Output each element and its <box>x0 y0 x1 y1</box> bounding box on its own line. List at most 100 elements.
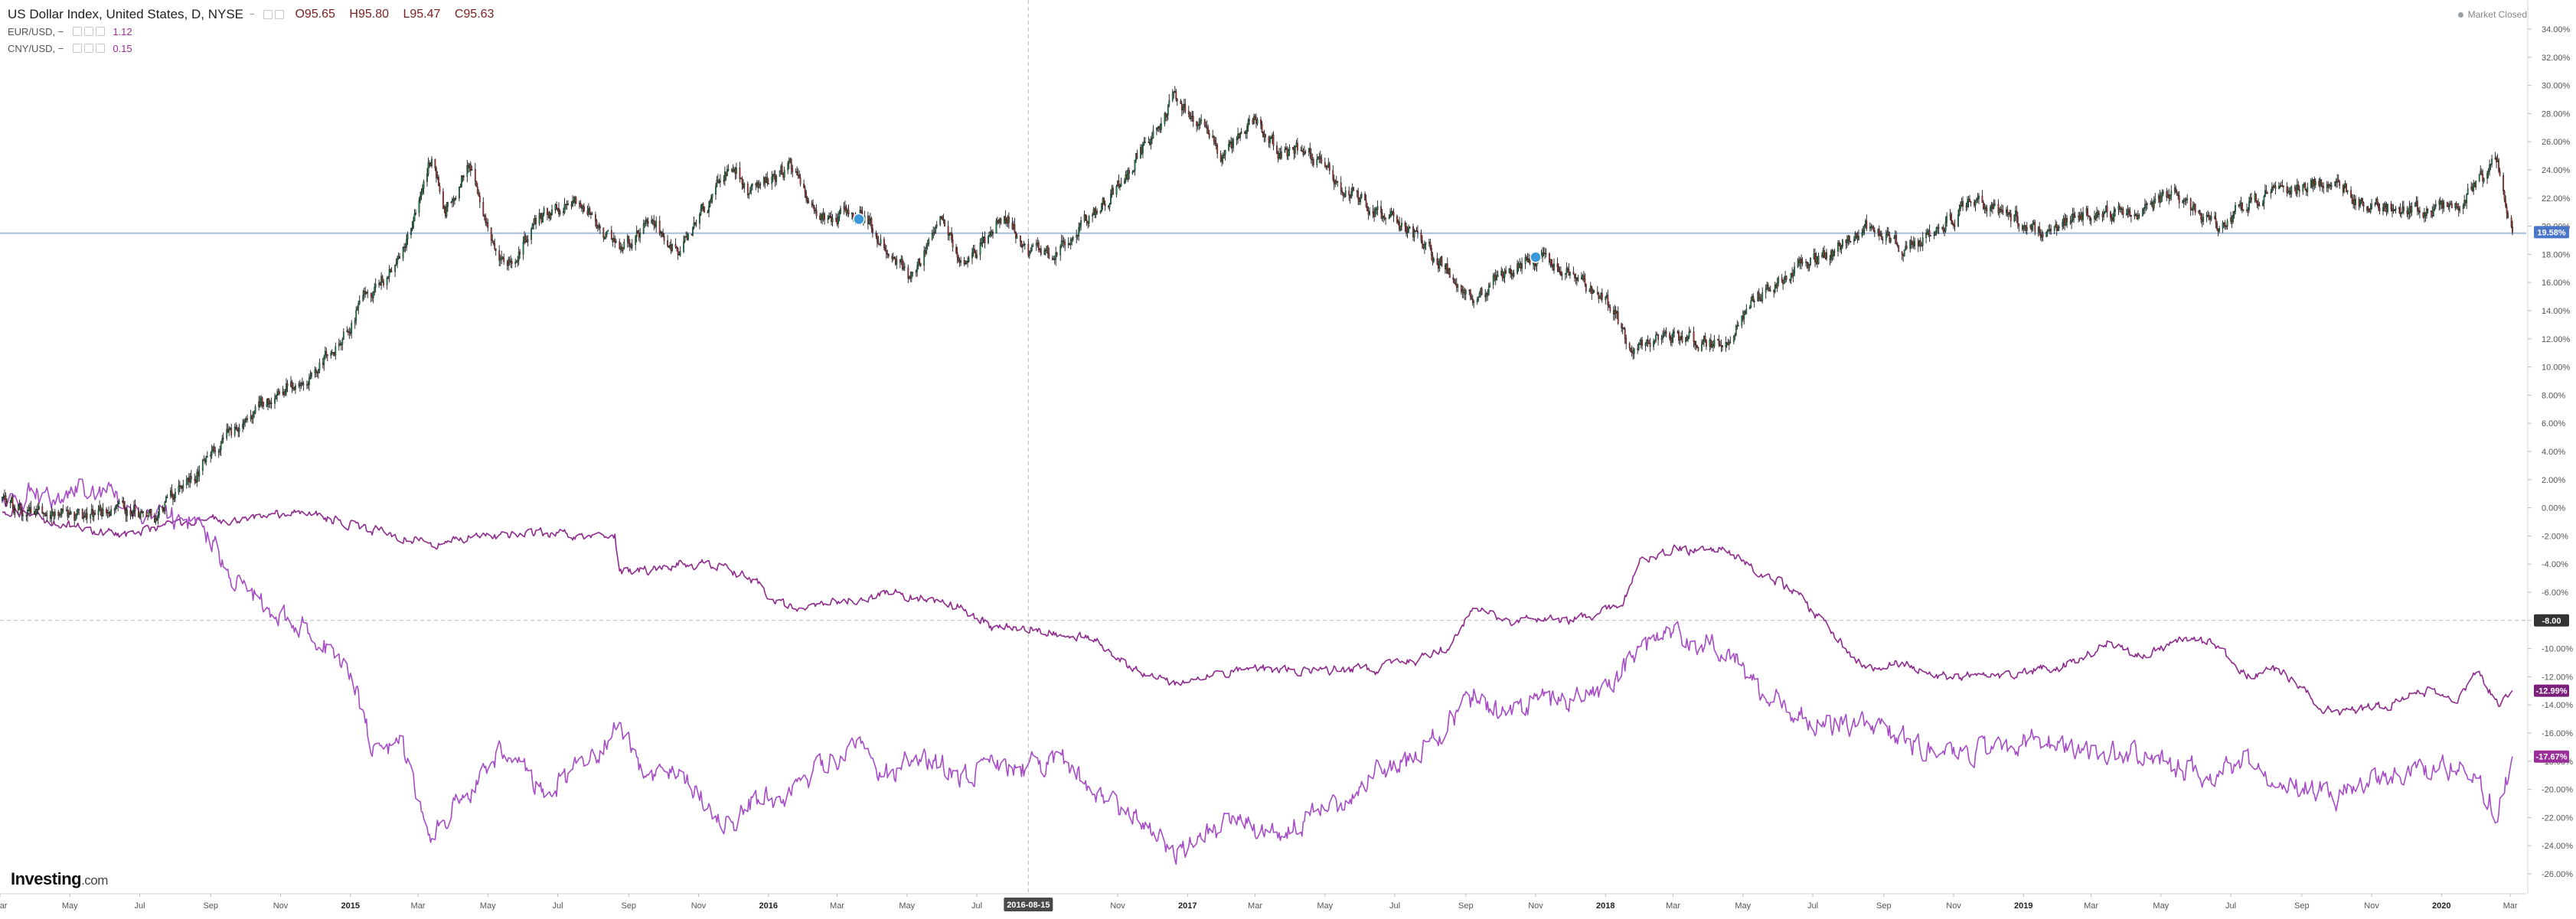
cny-symbol-label[interactable]: CNY/USD, − <box>8 42 64 54</box>
candle-up <box>1406 232 1409 234</box>
eye-toggle-icon[interactable] <box>263 10 273 19</box>
eye-toggle-icon[interactable] <box>73 27 83 36</box>
settings-icon[interactable] <box>84 44 94 53</box>
candle-up <box>185 479 188 486</box>
candle-up <box>1688 331 1690 337</box>
candle-down <box>450 201 452 204</box>
candle-down <box>2098 213 2100 215</box>
candle-down <box>2313 178 2316 185</box>
candle-up <box>2438 200 2441 205</box>
candle-up <box>90 509 93 515</box>
candle-up <box>260 397 262 406</box>
candle-up <box>1080 220 1082 225</box>
candle-down <box>1276 145 1278 154</box>
candle-down <box>1831 250 1833 257</box>
candle-down <box>162 506 164 510</box>
candle-up <box>1653 341 1654 347</box>
candle-down <box>1020 241 1023 247</box>
candle-up <box>466 165 469 177</box>
candle-up <box>2082 212 2084 220</box>
candle-up <box>837 217 839 224</box>
candle-down <box>1556 263 1559 267</box>
candle-down <box>581 206 583 209</box>
candle-down <box>1159 126 1161 130</box>
candle-down <box>326 354 328 357</box>
candle-up <box>1317 158 1319 160</box>
candle-down <box>1575 278 1578 281</box>
candle-down <box>383 282 384 285</box>
candle-down <box>73 511 76 521</box>
candle-down <box>893 257 896 259</box>
candle-down <box>653 220 655 225</box>
candle-down <box>2353 200 2356 205</box>
candle-up <box>1616 311 1618 314</box>
candle-up <box>354 320 356 324</box>
eur-symbol-label[interactable]: EUR/USD, − <box>8 25 64 37</box>
candle-down <box>253 412 255 414</box>
candle-up <box>2218 228 2220 232</box>
y-tick-label: -12.00% <box>2542 673 2573 682</box>
candle-up <box>9 502 11 503</box>
legend-row-eur[interactable]: EUR/USD, − 1.12 <box>8 23 504 40</box>
eye-toggle-icon[interactable] <box>73 44 83 53</box>
close-icon[interactable] <box>96 44 106 53</box>
candle-down <box>1112 187 1114 195</box>
main-collapse-caret[interactable]: − <box>250 10 255 19</box>
candle-up <box>838 213 841 218</box>
candle-up <box>2448 204 2450 207</box>
candle-up <box>2463 200 2466 207</box>
x-tick-label: Sep <box>203 901 218 911</box>
candle-up <box>388 269 390 277</box>
candle-down <box>1921 245 1923 246</box>
candle-down <box>2498 159 2499 171</box>
candle-down <box>667 240 669 246</box>
candle-down <box>1807 262 1809 269</box>
candle-down <box>1260 119 1262 125</box>
candle-up <box>1885 234 1887 241</box>
candle-down <box>764 177 766 184</box>
candle-down <box>485 215 487 223</box>
candle-down <box>974 249 975 253</box>
candle-up <box>991 231 993 236</box>
candle-down <box>540 217 543 223</box>
candle-up <box>1095 210 1097 215</box>
close-icon[interactable] <box>96 27 106 36</box>
candle-up <box>1240 132 1242 134</box>
candle-up <box>695 223 697 225</box>
candle-up <box>277 391 279 395</box>
candle-down <box>875 233 877 236</box>
candle-up <box>2013 215 2016 222</box>
candle-down <box>1873 230 1876 233</box>
candle-down <box>1455 283 1458 288</box>
candle-up <box>1232 139 1235 148</box>
legend-row-main[interactable]: US Dollar Index, United States, D, NYSE … <box>8 6 504 23</box>
candle-up <box>2230 217 2232 222</box>
candle-down <box>883 239 885 248</box>
y-tick-label: -16.00% <box>2542 729 2573 738</box>
candle-down <box>364 291 367 294</box>
candle-up <box>1221 158 1223 161</box>
candle-up <box>2192 205 2194 210</box>
legend-row-cny[interactable]: CNY/USD, − 0.15 <box>8 40 504 57</box>
candle-up <box>238 428 240 432</box>
candle-up <box>916 265 919 272</box>
candle-up <box>318 363 321 370</box>
candle-up <box>1157 126 1160 128</box>
candle-down <box>2016 216 2019 224</box>
candle-up <box>2045 232 2048 237</box>
candle-up <box>1703 335 1705 342</box>
candle-up <box>1197 124 1199 126</box>
candle-down <box>1348 191 1350 196</box>
candle-up <box>1157 127 1159 129</box>
candle-down <box>2265 190 2267 194</box>
eur-last-value-badge: -12.99% <box>2534 684 2569 697</box>
settings-icon[interactable] <box>275 10 285 19</box>
candle-down <box>2189 198 2192 210</box>
settings-icon[interactable] <box>84 27 94 36</box>
main-symbol-label[interactable]: US Dollar Index, United States, D, NYSE <box>8 7 244 21</box>
y-tick-label: 26.00% <box>2542 138 2571 147</box>
y-tick-label: 34.00% <box>2542 25 2571 34</box>
candle-down <box>109 513 111 517</box>
